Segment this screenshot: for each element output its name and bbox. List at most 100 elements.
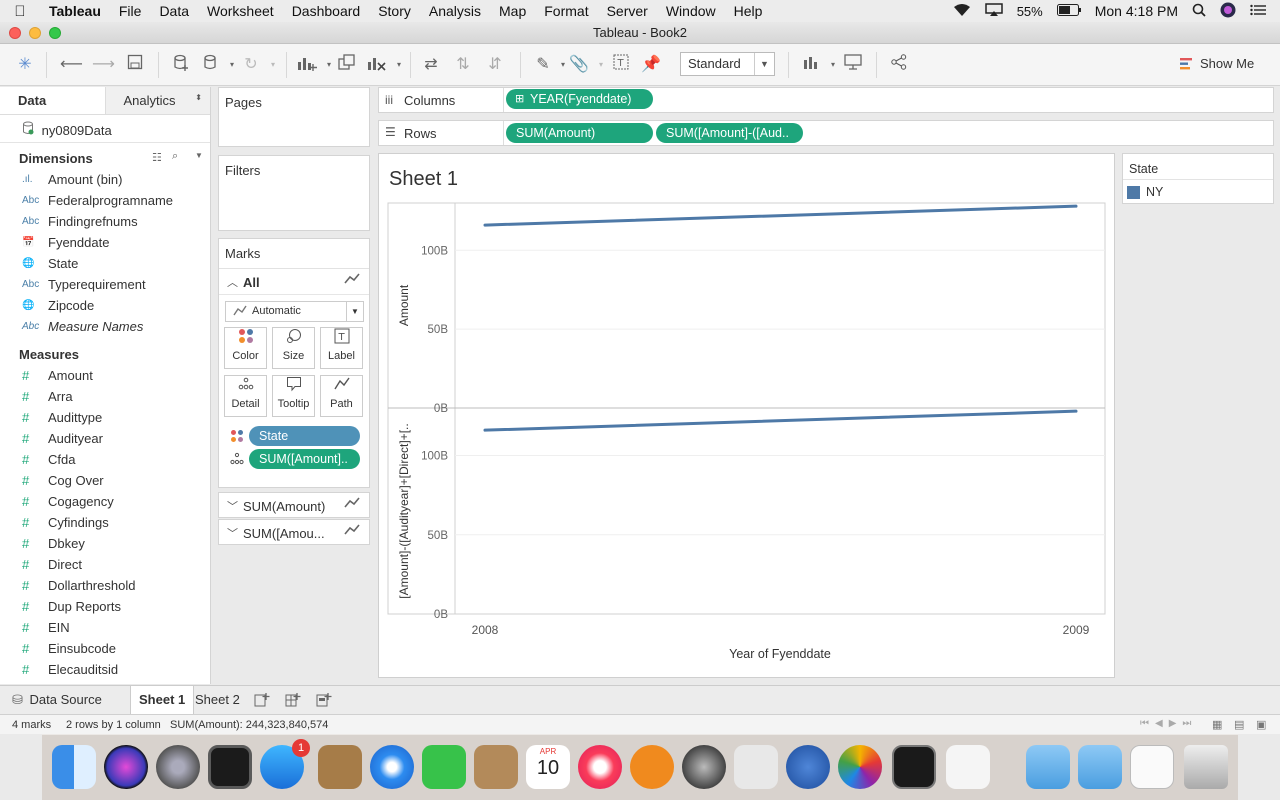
show-filmstrip-icon[interactable]: ▦ <box>1212 719 1223 731</box>
color-button[interactable]: Color <box>224 327 267 369</box>
tab-analytics[interactable]: Analytics ⬍ <box>104 87 210 114</box>
clear-dropdown-icon[interactable]: ▾ <box>396 60 401 69</box>
show-tabs-icon[interactable]: ▤ <box>1234 719 1245 731</box>
measure-field[interactable]: # Amount <box>0 365 210 386</box>
chevron-down-icon[interactable]: ▼ <box>195 151 203 160</box>
clear-sheet-icon[interactable] <box>366 54 388 76</box>
highlight-dropdown-icon[interactable]: ▾ <box>560 60 565 69</box>
launchpad-icon[interactable] <box>156 745 200 789</box>
apple-icon[interactable]:  <box>0 3 40 20</box>
ibooks-icon[interactable] <box>630 745 674 789</box>
marks-pill-state[interactable]: State <box>249 426 360 446</box>
undo-icon[interactable]: ⟵ <box>60 56 83 73</box>
menu-worksheet[interactable]: Worksheet <box>207 3 274 19</box>
r-app-icon[interactable] <box>786 745 830 789</box>
tab-sheet-1[interactable]: Sheet 1 <box>130 686 195 714</box>
measure-field[interactable]: # Audityear <box>0 428 210 449</box>
tableau-logo-icon[interactable]: ✳ <box>18 56 32 73</box>
duplicate-sheet-icon[interactable] <box>336 54 358 76</box>
columns-pill-year[interactable]: ⊞ YEAR(Fyenddate) <box>506 89 653 109</box>
sort-descending-icon[interactable]: ⇵ <box>488 56 502 73</box>
siri-icon[interactable] <box>1220 2 1236 21</box>
menu-format[interactable]: Format <box>544 3 589 19</box>
measure-field[interactable]: # Arra <box>0 386 210 407</box>
line-chart[interactable]: 0B 50B 100B Amount 0B 50B 100B [Amount]-([Audit… <box>379 154 1116 679</box>
chevron-down-icon[interactable]: ▼ <box>754 53 774 75</box>
battery-icon[interactable] <box>1056 3 1081 19</box>
new-worksheet-dropdown-icon[interactable]: ▾ <box>326 60 331 69</box>
chevron-down-icon[interactable]: ﹀ <box>227 501 238 513</box>
share-icon[interactable] <box>888 54 910 76</box>
calendar-icon[interactable]: APR 10 <box>526 745 570 789</box>
show-me-button[interactable]: Show Me <box>1180 56 1254 71</box>
fix-axes-icon[interactable]: 📌 <box>641 56 661 73</box>
menu-dashboard[interactable]: Dashboard <box>291 3 361 19</box>
pause-updates-icon[interactable] <box>200 54 222 76</box>
highlight-icon[interactable]: ✎ <box>536 56 550 73</box>
siri-icon[interactable] <box>104 745 148 789</box>
filters-shelf[interactable]: Filters <box>218 155 370 231</box>
datasource-dropdown-icon[interactable]: ▾ <box>229 60 234 69</box>
new-dashboard-icon[interactable] <box>285 692 301 711</box>
worksheet-view[interactable]: Sheet 1 0B 50B 100B Amount 0B 50B 100B [Amount]… <box>378 153 1115 678</box>
pages-shelf[interactable]: Pages <box>218 87 370 147</box>
finder-icon[interactable] <box>52 745 96 789</box>
view-toggle-icon[interactable]: ☷ <box>152 152 162 164</box>
redo-icon[interactable]: ⟶ <box>92 56 115 73</box>
menu-data[interactable]: Data <box>159 3 190 19</box>
fit-select[interactable]: Standard ▼ <box>680 52 775 76</box>
size-button[interactable]: Size <box>272 327 315 369</box>
zoom-window-icon[interactable] <box>49 27 61 39</box>
marks-pill-sum[interactable]: SUM([Amount].. <box>249 449 360 469</box>
show-mark-labels-icon[interactable]: T <box>610 54 632 76</box>
menu-server[interactable]: Server <box>606 3 648 19</box>
menu-analysis[interactable]: Analysis <box>428 3 482 19</box>
show-sorter-icon[interactable]: ▣ <box>1256 719 1267 731</box>
measure-field[interactable]: # Elecauditsid <box>0 659 210 680</box>
menu-file[interactable]: File <box>118 3 142 19</box>
rows-pill-sum-amount[interactable]: SUM(Amount) <box>506 123 653 143</box>
marks-all-row[interactable]: ︿ All <box>219 269 369 295</box>
label-button[interactable]: T Label <box>320 327 363 369</box>
dimension-field[interactable]: Abc Measure Names <box>0 316 210 337</box>
group-dropdown-icon[interactable]: ▾ <box>598 60 603 69</box>
measure-field[interactable]: # Cog Over <box>0 470 210 491</box>
app-store-icon[interactable]: 1 <box>260 739 310 789</box>
legend-item-ny[interactable]: NY <box>1123 180 1273 199</box>
tab-data-source[interactable]: ⛁ Data Source <box>4 686 110 714</box>
tab-data[interactable]: Data <box>0 87 105 114</box>
chevron-down-icon[interactable]: ▼ <box>346 302 363 321</box>
measure-field[interactable]: # Cogagency <box>0 491 210 512</box>
menu-story[interactable]: Story <box>378 3 411 19</box>
swap-rows-columns-icon[interactable]: ⇄ <box>424 56 438 73</box>
safari-icon[interactable] <box>370 745 414 789</box>
menu-help[interactable]: Help <box>733 3 763 19</box>
measure-field[interactable]: # Audittype <box>0 407 210 428</box>
tab-sheet-2[interactable]: Sheet 2 <box>195 692 240 707</box>
datasource-item[interactable]: ny0809Data <box>0 115 210 143</box>
search-icon[interactable]: ⌕ <box>172 150 179 162</box>
marks-card-sum-amount[interactable]: ﹀ SUM(Amount) <box>218 492 370 518</box>
close-window-icon[interactable] <box>9 27 21 39</box>
terminal-icon[interactable] <box>892 745 936 789</box>
detail-button[interactable]: Detail <box>224 375 267 417</box>
chevron-up-icon[interactable]: ︿ <box>227 277 238 289</box>
dimension-field[interactable]: 🌐 State <box>0 253 210 274</box>
save-icon[interactable] <box>124 54 146 76</box>
measure-field[interactable]: # Cfda <box>0 449 210 470</box>
document-icon[interactable] <box>1130 745 1174 789</box>
new-story-icon[interactable] <box>316 692 332 711</box>
refresh-icon[interactable]: ↻ <box>244 56 258 73</box>
dimension-field[interactable]: Abc Findingrefnums <box>0 211 210 232</box>
presentation-mode-icon[interactable] <box>842 54 864 76</box>
sheet-navigation-icon[interactable]: ⏮◀▶⏭ <box>1140 718 1198 729</box>
measure-field[interactable]: # EIN <box>0 617 210 638</box>
folder-icon[interactable] <box>1026 745 1070 789</box>
dimension-field[interactable]: Abc Typerequirement <box>0 274 210 295</box>
facetime-icon[interactable] <box>422 745 466 789</box>
menu-map[interactable]: Map <box>499 3 527 19</box>
rows-pill-sum-calc[interactable]: SUM([Amount]-([Aud.. <box>656 123 803 143</box>
wifi-icon[interactable] <box>953 3 971 20</box>
tooltip-button[interactable]: Tooltip <box>272 375 315 417</box>
measure-field[interactable]: # Direct <box>0 554 210 575</box>
